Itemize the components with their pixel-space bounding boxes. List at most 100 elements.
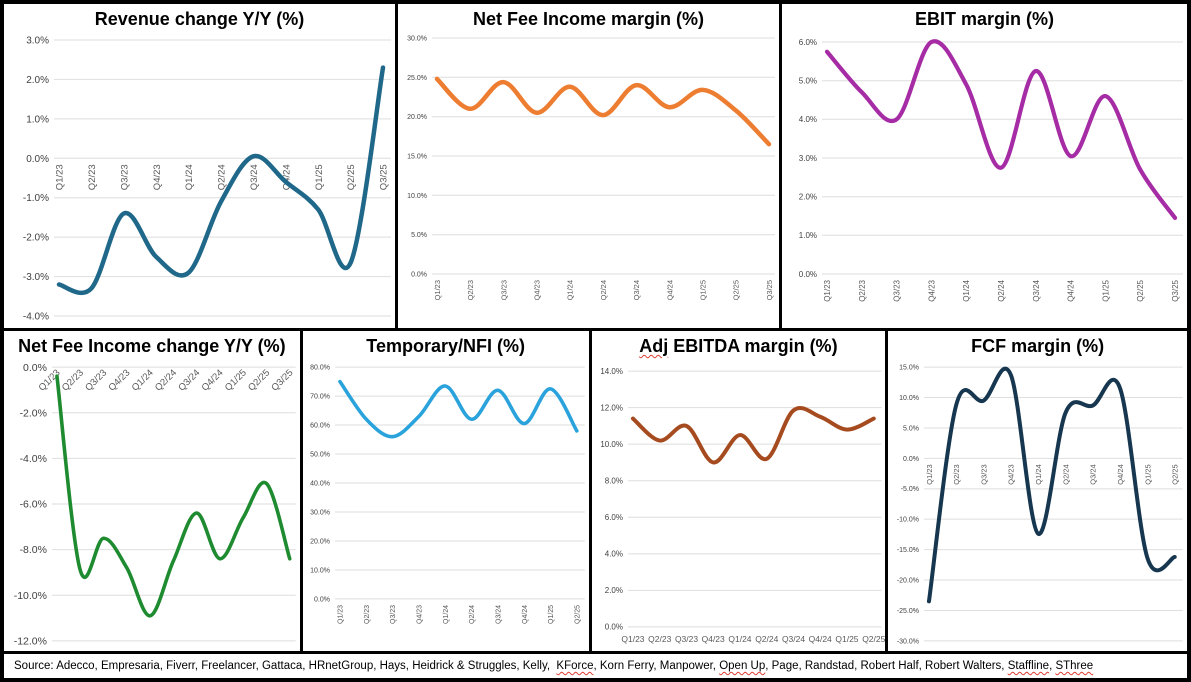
panel-net-fee-income-margin: Net Fee Income margin (%) 30.0% 25.0% 20.0… — [398, 4, 779, 328]
y-tick-label: 2.0% — [799, 193, 817, 202]
y-tick-label: -3.0% — [23, 272, 49, 283]
x-axis-label: Q2/25 — [246, 367, 272, 393]
x-axis-label: Q4/23 — [106, 367, 132, 393]
x-axis-label: Q2/24 — [153, 367, 179, 393]
x-axis-label: Q1/23 — [337, 605, 344, 624]
y-tick-label: 6.0% — [799, 38, 817, 47]
x-axis-label: Q2/25 — [574, 605, 581, 624]
chart-title-net-fee-income-margin: Net Fee Income margin (%) — [472, 9, 704, 29]
y-tick-label: 3.0% — [799, 154, 817, 163]
y-tick-label: 3.0% — [26, 36, 49, 47]
source-text: , Page, Randstad, Robert Half, Robert Wa… — [765, 660, 1008, 672]
x-axis-label: Q2/24 — [469, 605, 476, 624]
x-axis-label: Q2/23 — [858, 279, 867, 301]
y-tick-label: 8.0% — [604, 477, 622, 486]
x-axis-label: Q3/24 — [176, 367, 202, 393]
y-tick-label: 0.0% — [26, 154, 49, 165]
chart-title-temporary-nfi: Temporary/NFI (%) — [366, 336, 525, 356]
y-tick-label: -15.0% — [897, 547, 919, 554]
series-line — [824, 39, 1178, 220]
x-axis-label: Q4/24 — [281, 164, 292, 190]
x-axis-label: Q3/25 — [379, 164, 390, 190]
y-tick-label: 10.0% — [407, 193, 427, 200]
x-axis-label: Q3/25 — [269, 367, 295, 393]
x-axis-label: Q1/23 — [621, 634, 644, 644]
y-tick-label: 40.0% — [310, 480, 330, 487]
x-axis-label: Q3/24 — [1032, 279, 1041, 301]
y-tick-label: 10.0% — [310, 567, 330, 574]
y-tick-label: -10.0% — [14, 591, 47, 602]
x-axis-label: Q4/24 — [1116, 464, 1125, 484]
chart-title-net-fee-income-change: Net Fee Income change Y/Y (%) — [18, 336, 286, 356]
y-tick-label: 14.0% — [600, 367, 623, 376]
x-axis-label: Q1/25 — [1101, 279, 1110, 301]
x-axis-label: Q4/24 — [522, 605, 529, 624]
y-tick-label: -12.0% — [14, 637, 47, 648]
x-axis-label: Q2/24 — [599, 280, 608, 300]
y-tick-label: 1.0% — [26, 114, 49, 125]
x-axis-label: Q3/23 — [390, 605, 397, 624]
source-text: , — [1049, 660, 1056, 672]
y-tick-label: 80.0% — [310, 365, 330, 372]
y-tick-label: 25.0% — [407, 75, 427, 82]
series-line — [434, 76, 772, 147]
y-tick-label: 4.0% — [604, 550, 622, 559]
x-axis-label: Q2/25 — [346, 164, 357, 190]
y-tick-label: -2.0% — [23, 233, 49, 244]
y-tick-label: 0.0% — [314, 596, 330, 603]
y-tick-label: -8.0% — [20, 545, 47, 556]
x-axis-label: Q3/23 — [980, 464, 989, 484]
source-company-spellchecked: KForce — [556, 660, 594, 672]
x-axis-label: Q2/23 — [952, 464, 961, 484]
series-line — [630, 406, 876, 465]
y-tick-label: 60.0% — [310, 423, 330, 430]
y-tick-label: -30.0% — [897, 638, 919, 645]
y-tick-label: 0.0% — [604, 623, 622, 632]
x-axis-label: Q1/23 — [55, 164, 66, 190]
panel-fcf-margin: FCF margin (%) 15.0% 10.0% 5.0% 0.0% -5.0% -1… — [888, 331, 1187, 651]
x-axis-label: Q3/24 — [781, 634, 804, 644]
panel-temporary-nfi: Temporary/NFI (%) 80.0% 70.0% 60.0% 50.0% 40… — [302, 331, 589, 651]
y-tick-label: 4.0% — [799, 115, 817, 124]
adj-ebitda-margin-line-chart: 14.0% 12.0% 10.0% 8.0% 6.0% 4.0% 2.0% 0.0% Q1/23… — [600, 367, 885, 644]
y-tick-label: 0.0% — [903, 456, 919, 463]
x-axis-label: Q2/25 — [1171, 464, 1180, 484]
x-axis-label: Q1/24 — [962, 279, 971, 301]
x-axis-label: Q1/24 — [728, 634, 751, 644]
y-tick-label: 2.0% — [26, 75, 49, 86]
x-axis-label: Q2/25 — [1136, 279, 1145, 301]
net-fee-income-margin-line-chart: 30.0% 25.0% 20.0% 15.0% 10.0% 5.0% 0.0% Q1/23 Q2… — [407, 35, 775, 300]
series-line — [927, 366, 1178, 604]
y-tick-label: 5.0% — [411, 232, 427, 239]
x-axis-label: Q3/24 — [632, 280, 641, 300]
series-line — [337, 379, 579, 439]
x-axis-label: Q1/25 — [548, 605, 555, 624]
y-tick-label: 15.0% — [407, 153, 427, 160]
y-tick-label: -20.0% — [897, 578, 919, 585]
y-tick-label: -10.0% — [897, 517, 919, 524]
y-tick-label: 20.0% — [407, 114, 427, 121]
source-company-spellchecked: Open Up — [719, 660, 766, 672]
x-axis-label: Q3/23 — [499, 280, 508, 300]
x-axis-label: Q4/23 — [701, 634, 724, 644]
bottom-row: Net Fee Income change Y/Y (%) 0.0% -2.0% -… — [4, 331, 1187, 651]
y-tick-label: 70.0% — [310, 394, 330, 401]
fcf-margin-line-chart: 15.0% 10.0% 5.0% 0.0% -5.0% -10.0% -15.0% -20.0… — [897, 365, 1184, 645]
panel-revenue-change: Revenue change Y/Y (%) 3.0% 2.0% 1.0% 0.0% -… — [4, 4, 395, 328]
y-tick-label: 30.0% — [407, 35, 427, 42]
x-axis-label: Q3/23 — [893, 279, 902, 301]
y-tick-label: 10.0% — [899, 395, 919, 402]
x-axis-label: Q2/24 — [997, 279, 1006, 301]
chart-title-adj-ebitda-margin: Adj EBITDA margin (%) — [639, 336, 838, 356]
source-company-spellchecked: Staffline — [1007, 660, 1050, 672]
x-axis-label: Q4/24 — [200, 367, 226, 393]
source-company-spellchecked: SThree — [1055, 660, 1094, 672]
x-axis-label: Q1/23 — [925, 464, 934, 484]
spellchecked-word: Adj — [639, 336, 669, 356]
revenue-change-line-chart: 3.0% 2.0% 1.0% 0.0% -1.0% -2.0% -3.0% -4.0% Q1/2… — [23, 36, 391, 323]
x-axis-label: Q2/24 — [217, 164, 228, 190]
x-axis-label: Q1/25 — [1144, 464, 1153, 484]
x-axis-label: Q2/25 — [862, 634, 885, 644]
series-line — [56, 65, 386, 296]
